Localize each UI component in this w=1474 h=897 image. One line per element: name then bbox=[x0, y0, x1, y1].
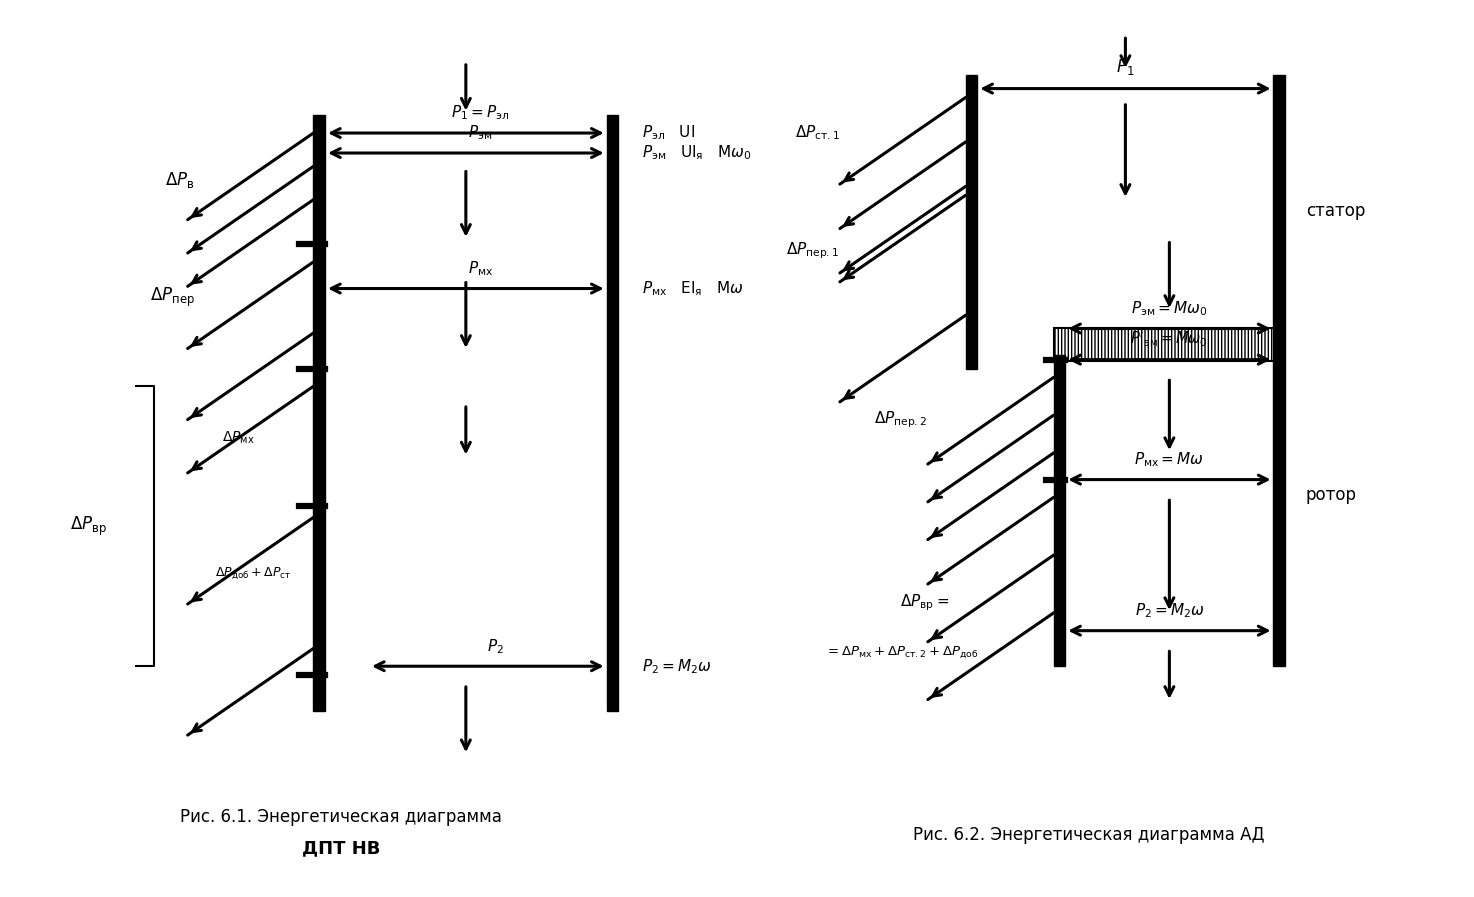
Text: $\Delta P_{\rm пер.1}$: $\Delta P_{\rm пер.1}$ bbox=[787, 240, 840, 261]
Text: ДПТ НВ: ДПТ НВ bbox=[302, 840, 380, 858]
Text: ротор: ротор bbox=[1306, 486, 1356, 504]
Text: $\Delta P_{\rm в}$: $\Delta P_{\rm в}$ bbox=[165, 170, 195, 189]
Text: $\Delta P_{\rm мх}$: $\Delta P_{\rm мх}$ bbox=[223, 429, 255, 446]
Text: $P_2 = M_2\omega$: $P_2 = M_2\omega$ bbox=[1135, 601, 1204, 620]
Bar bbox=[1274, 75, 1285, 666]
Bar bbox=[314, 115, 326, 710]
Text: Рис. 6.2. Энергетическая диаграмма АД: Рис. 6.2. Энергетическая диаграмма АД bbox=[912, 826, 1265, 844]
Text: $P_{\rm мх}$: $P_{\rm мх}$ bbox=[467, 259, 494, 278]
Text: $\Delta P_{\rm вр}=$: $\Delta P_{\rm вр}=$ bbox=[901, 592, 949, 613]
Text: $P_2 = M_2\omega$: $P_2 = M_2\omega$ bbox=[641, 657, 712, 675]
Text: $P_{\rm мх}= M\omega$: $P_{\rm мх}= M\omega$ bbox=[1135, 450, 1204, 469]
Bar bbox=[1054, 327, 1279, 361]
Text: $P_2$: $P_2$ bbox=[486, 637, 504, 656]
Bar bbox=[1054, 355, 1066, 666]
Text: $\Delta P_{\rm ст.1}$: $\Delta P_{\rm ст.1}$ bbox=[794, 124, 840, 143]
Text: $P_{\rm мх}$   EI$_{\rm я}$   M$\omega$: $P_{\rm мх}$ EI$_{\rm я}$ M$\omega$ bbox=[641, 279, 743, 298]
Bar bbox=[965, 75, 977, 369]
Text: $P_{\rm эл}$   UI: $P_{\rm эл}$ UI bbox=[641, 124, 694, 143]
Bar bbox=[607, 115, 618, 710]
Text: $P_1$: $P_1$ bbox=[1116, 57, 1135, 77]
Text: статор: статор bbox=[1306, 202, 1365, 220]
Text: $P_1 = P_{\rm эл}$: $P_1 = P_{\rm эл}$ bbox=[451, 104, 510, 122]
Text: $\Delta P_{\rm доб}+\Delta P_{\rm ст}$: $\Delta P_{\rm доб}+\Delta P_{\rm ст}$ bbox=[215, 565, 292, 581]
Text: Рис. 6.1. Энергетическая диаграмма: Рис. 6.1. Энергетическая диаграмма bbox=[180, 808, 503, 826]
Text: $P_{\rm эм}$   UI$_{\rm я}$   M$\omega_0$: $P_{\rm эм}$ UI$_{\rm я}$ M$\omega_0$ bbox=[641, 144, 752, 162]
Text: $P_{\rm эм}$: $P_{\rm эм}$ bbox=[469, 124, 492, 143]
Text: $P_{\rm эм}= M\omega_0$: $P_{\rm эм}= M\omega_0$ bbox=[1131, 300, 1207, 318]
Text: $P'_{\rm эм}= M\omega_0$: $P'_{\rm эм}= M\omega_0$ bbox=[1131, 330, 1209, 349]
Text: $\Delta P_{\rm пер.2}$: $\Delta P_{\rm пер.2}$ bbox=[874, 409, 927, 430]
Text: $\Delta P_{\rm пер}$: $\Delta P_{\rm пер}$ bbox=[150, 286, 195, 309]
Text: $\Delta P_{\rm вр}$: $\Delta P_{\rm вр}$ bbox=[69, 515, 106, 538]
Text: $=\Delta P_{\rm мх}+\Delta P_{\rm ст.2}+\Delta P_{\rm доб}$: $=\Delta P_{\rm мх}+\Delta P_{\rm ст.2}+… bbox=[825, 644, 979, 660]
